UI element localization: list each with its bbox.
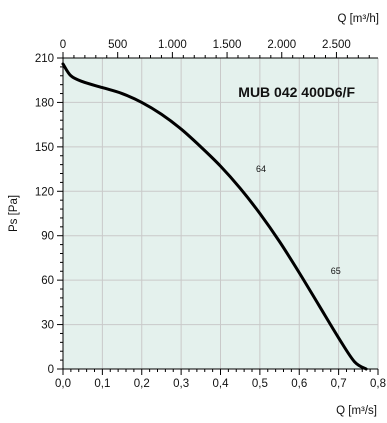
- annotations: 64 65: [256, 164, 341, 276]
- x-tick-label: 0,4: [213, 378, 230, 390]
- y-tick-label: 90: [41, 231, 54, 243]
- top-x-tick-label: 2.000: [267, 39, 296, 51]
- curve-annotation: 64: [256, 164, 266, 174]
- chart-title: MUB 042 400D6/F: [238, 84, 355, 100]
- x-tick-label: 0,8: [370, 378, 386, 390]
- y-tick-label: 120: [35, 186, 54, 198]
- top-x-tick-label: 500: [108, 39, 127, 51]
- top-x-tick-label: 0: [60, 39, 66, 51]
- x-tick-label: 0,5: [252, 378, 268, 390]
- x-tick-label: 0,3: [173, 378, 189, 390]
- minor-ticks: [57, 52, 379, 375]
- y-tick-label: 150: [35, 142, 54, 154]
- x-tick-label: 0,1: [94, 378, 110, 390]
- top-x-tick-label: 1.000: [158, 39, 187, 51]
- y-tick-label: 0: [48, 364, 54, 376]
- x-axis-label: Q [m³/s]: [336, 405, 377, 417]
- x-tick-label: 0,2: [134, 378, 150, 390]
- axes: [62, 57, 378, 370]
- top-x-tick-label: 1.500: [213, 39, 242, 51]
- y-axis-label: Ps [Pa]: [8, 195, 20, 232]
- x-tick-label: 0,6: [291, 378, 307, 390]
- top-x-tick-label: 2.500: [322, 39, 351, 51]
- series-line-pressure-curve: [61, 62, 368, 371]
- top-x-axis-label: Q [m³/h]: [337, 13, 379, 25]
- y-tick-label: 180: [35, 97, 54, 109]
- y-tick-label: 210: [35, 53, 54, 65]
- x-tick-label: 0,7: [331, 378, 347, 390]
- y-tick-label: 60: [41, 275, 54, 287]
- y-tick-label: 30: [41, 320, 54, 332]
- x-tick-label: 0,0: [55, 378, 71, 390]
- tick-labels: 0,0 0,1 0,2 0,3 0,4 0,5 0,6 0,7 0,8 0 30 60 90 120 150…: [35, 39, 386, 390]
- curve-annotation: 65: [331, 266, 341, 276]
